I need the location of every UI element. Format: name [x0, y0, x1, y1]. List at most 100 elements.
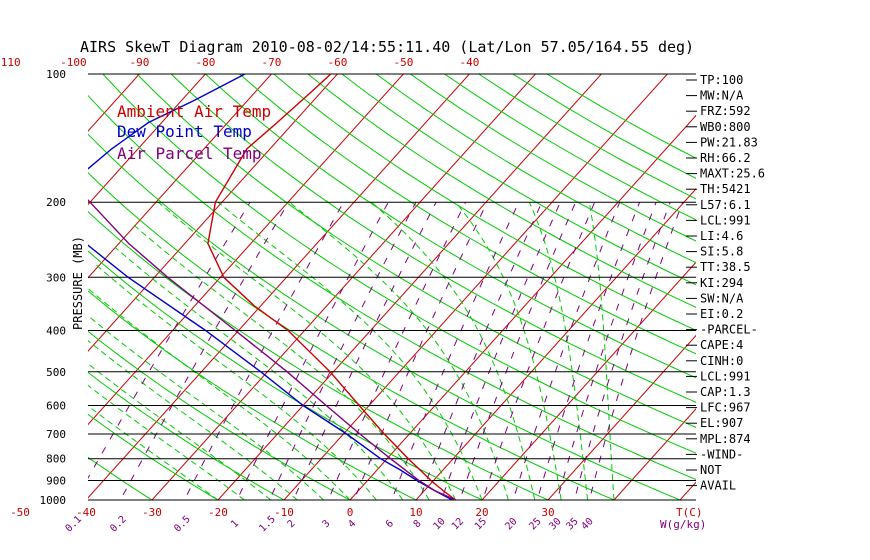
mixing-ratio-line [292, 201, 437, 500]
index-label: SW:N/A [700, 291, 744, 305]
top-temp-tick-label: -40 [459, 56, 479, 69]
isotherm [415, 188, 696, 500]
mixing-ratio-line [353, 201, 488, 500]
dry-adiabat [88, 133, 682, 500]
dry-adiabat [341, 74, 696, 286]
index-label: L57:6.1 [700, 198, 751, 212]
dry-adiabat [88, 172, 616, 500]
dry-adiabat [272, 74, 696, 331]
top-temp-tick-label: -70 [261, 56, 281, 69]
mixing-ratio-axis-label: W(g/kg) [660, 518, 706, 531]
mixing-ratio-line [327, 201, 467, 500]
bottom-temp-tick-label: 30 [541, 506, 554, 519]
dry-adiabat [238, 74, 696, 355]
mixing-ratio-line [440, 201, 561, 500]
isotherm [349, 114, 696, 500]
index-label: CAP:1.3 [700, 385, 751, 399]
dry-adiabat [88, 371, 286, 500]
dry-adiabat [88, 413, 219, 500]
dry-adiabat [136, 74, 696, 428]
top-temp-tick-label: -110 [0, 56, 21, 69]
index-label: LCL:991 [700, 369, 751, 383]
chart-title: AIRS SkewT Diagram 2010-08-02/14:55:11.4… [80, 38, 694, 56]
moist-adiabat [114, 246, 404, 500]
pressure-tick-label: 900 [46, 475, 66, 488]
legend-air-parcel-temp: Air Parcel Temp [117, 144, 262, 163]
mixing-ratio-line [556, 202, 657, 500]
mixing-ratio-line [536, 202, 641, 500]
index-label: -WIND- [700, 447, 743, 461]
isotherm [217, 74, 603, 500]
dry-adiabat [88, 290, 418, 500]
parcel-temp-line [88, 199, 456, 500]
pressure-tick-label: 800 [46, 453, 66, 466]
mixing-ratio-line [512, 202, 621, 500]
index-label: TT:38.5 [700, 260, 751, 274]
mixing-ratio-line [482, 202, 596, 500]
moist-adiabat [88, 384, 245, 500]
top-temp-tick-label: -100 [60, 56, 87, 69]
pressure-tick-label: 100 [46, 68, 66, 81]
bottom-temperature-ticks: -50 -40 -30 -20 -10 0 10 20 30 [10, 506, 555, 519]
dry-adiabat [88, 456, 153, 500]
y-axis-label: PRESSURE (MB) [71, 236, 85, 330]
pressure-tick-label: 400 [46, 324, 66, 337]
background-grid [88, 74, 696, 500]
index-label: MPL:874 [700, 432, 751, 446]
isotherm [88, 74, 207, 206]
index-label: RH:66.2 [700, 151, 751, 165]
index-label: SI:5.8 [700, 245, 743, 259]
index-label: -PARCEL- [700, 323, 758, 337]
isotherm [88, 74, 405, 426]
bottom-temp-tick-label: 10 [409, 506, 422, 519]
ambient-temp-line [207, 74, 457, 500]
moist-adiabat [88, 405, 219, 500]
isotherm [283, 74, 669, 500]
dew-point-line [88, 74, 453, 500]
isobars [88, 73, 696, 501]
top-temperature-ticks: -120-110-100-90-80-70-60-50-40 [0, 56, 479, 69]
moist-adiabat [88, 315, 324, 500]
bottom-temp-tick-label: 20 [475, 506, 488, 519]
top-temp-tick-label: -90 [129, 56, 149, 69]
mixing-ratio-line [459, 202, 577, 500]
isotherm [88, 74, 141, 132]
dry-adiabat [88, 250, 484, 500]
index-label: MAXT:25.6 [700, 167, 765, 181]
index-label: MW:N/A [700, 89, 744, 103]
moist-adiabat [88, 339, 298, 500]
pressure-tick-label: 300 [46, 271, 66, 284]
bottom-temp-tick-label: -30 [142, 506, 162, 519]
bottom-temp-tick-label: -20 [208, 506, 228, 519]
dry-adiabat [88, 94, 696, 481]
bottom-temp-tick-label: -40 [76, 506, 96, 519]
dry-adiabat [375, 74, 696, 264]
x-axis-label: T(C) [676, 506, 703, 519]
dry-adiabat [307, 74, 696, 308]
mixing-ratio-line [573, 202, 671, 500]
mixing-ratio-line [391, 201, 520, 500]
index-label: EI:0.2 [700, 307, 743, 321]
index-label: TP:100 [700, 73, 743, 87]
profiles [88, 74, 457, 500]
moist-adiabat [132, 223, 430, 500]
legend: Ambient Air Temp Dew Point Temp Air Parc… [117, 102, 271, 163]
pressure-tick-label: 1000 [40, 494, 67, 507]
top-temp-tick-label: -50 [393, 56, 413, 69]
pressure-axis-ticks: 100 200 300 400 500 600 700 800 900 1000 [40, 68, 67, 507]
index-label: LFC:967 [700, 401, 751, 415]
isotherm [547, 334, 696, 500]
pressure-tick-label: 700 [46, 428, 66, 441]
index-label: LCL:991 [700, 213, 751, 227]
index-label: PW:21.83 [700, 135, 758, 149]
index-label: TH:5421 [700, 182, 751, 196]
pressure-tick-label: 200 [46, 196, 66, 209]
moist-adiabat [88, 287, 351, 500]
index-label: EL:907 [700, 416, 743, 430]
mixing-ratio-line [268, 201, 417, 500]
mixing-ratio-line [418, 201, 543, 500]
bottom-temp-tick-label: -50 [10, 506, 30, 519]
dry-adiabat [170, 74, 696, 403]
